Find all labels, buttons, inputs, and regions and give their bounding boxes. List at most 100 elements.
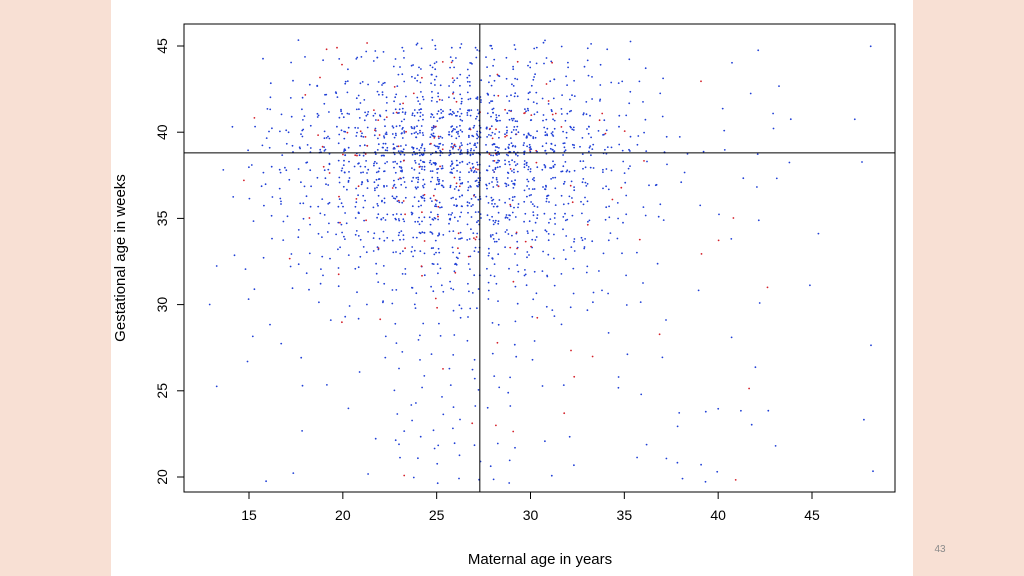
data-point: [491, 143, 494, 146]
data-point: [567, 202, 570, 205]
data-point: [347, 407, 350, 410]
data-point: [344, 149, 347, 152]
data-point: [323, 146, 325, 149]
data-point: [279, 130, 281, 133]
data-point: [431, 90, 433, 93]
data-point: [573, 464, 575, 467]
data-point: [477, 198, 480, 201]
data-point: [489, 44, 492, 47]
data-point: [386, 102, 388, 104]
data-point: [324, 177, 327, 180]
data-point: [374, 153, 377, 156]
data-point: [359, 165, 362, 168]
data-point: [748, 387, 750, 390]
data-point: [474, 246, 477, 249]
data-point: [514, 164, 517, 167]
data-point: [475, 168, 477, 170]
data-point: [398, 231, 401, 234]
data-point: [476, 232, 479, 235]
data-point: [301, 96, 304, 99]
data-point: [396, 162, 398, 165]
data-point: [469, 84, 471, 87]
data-point: [384, 335, 387, 338]
data-point: [661, 115, 664, 118]
data-point: [404, 213, 406, 216]
data-point: [355, 201, 358, 204]
data-point: [248, 197, 251, 200]
data-point: [476, 98, 479, 100]
data-point: [381, 146, 384, 149]
data-point: [509, 137, 512, 140]
data-point: [475, 56, 478, 59]
data-point: [514, 216, 517, 218]
data-point: [553, 217, 556, 219]
data-point: [560, 126, 563, 128]
data-point: [470, 169, 473, 172]
data-point: [372, 237, 375, 240]
data-point: [361, 132, 363, 135]
data-point: [489, 465, 492, 468]
data-point: [700, 253, 703, 255]
data-point: [429, 136, 432, 139]
data-point: [395, 251, 397, 253]
data-point: [513, 126, 516, 128]
data-point: [414, 162, 417, 164]
data-point: [433, 62, 436, 65]
data-point: [460, 142, 463, 144]
data-point: [514, 446, 516, 449]
data-point: [362, 206, 365, 209]
data-point: [417, 176, 419, 179]
data-point: [319, 212, 322, 215]
data-point: [766, 286, 769, 289]
data-point: [453, 66, 455, 69]
data-point: [508, 100, 511, 102]
data-point: [553, 284, 556, 287]
data-point: [345, 222, 348, 225]
data-point: [516, 247, 518, 250]
data-point: [495, 120, 498, 122]
data-point: [506, 229, 508, 231]
data-point: [545, 57, 548, 59]
data-point: [423, 274, 426, 277]
data-point: [383, 136, 386, 139]
data-point: [642, 206, 645, 209]
data-point: [357, 185, 360, 188]
data-point: [460, 307, 463, 310]
data-point: [486, 150, 489, 153]
data-point: [441, 137, 444, 139]
data-point: [348, 305, 351, 307]
data-point: [475, 179, 478, 182]
data-point: [495, 232, 498, 235]
data-point: [405, 186, 407, 189]
x-tick-label: 35: [617, 507, 633, 523]
data-point: [391, 289, 394, 291]
data-point: [323, 150, 326, 152]
data-point: [405, 95, 407, 98]
data-point: [436, 263, 439, 265]
data-point: [492, 186, 495, 188]
data-point: [535, 236, 538, 238]
data-point: [385, 185, 388, 187]
data-point: [322, 274, 324, 277]
data-point: [438, 98, 441, 101]
data-point: [523, 150, 526, 153]
data-point: [716, 470, 719, 473]
data-point: [434, 205, 436, 208]
data-point: [358, 117, 361, 119]
data-point: [625, 274, 627, 277]
data-point: [414, 153, 417, 156]
data-point: [699, 204, 702, 207]
data-point: [431, 170, 434, 173]
data-point: [451, 130, 453, 133]
data-point: [509, 168, 512, 170]
data-point: [308, 83, 311, 86]
data-point: [430, 153, 432, 156]
data-point: [686, 153, 689, 155]
data-point: [659, 92, 662, 95]
data-point: [460, 211, 463, 214]
data-point: [477, 168, 479, 171]
data-point: [544, 188, 546, 191]
data-point: [514, 120, 517, 122]
data-point: [582, 113, 585, 116]
